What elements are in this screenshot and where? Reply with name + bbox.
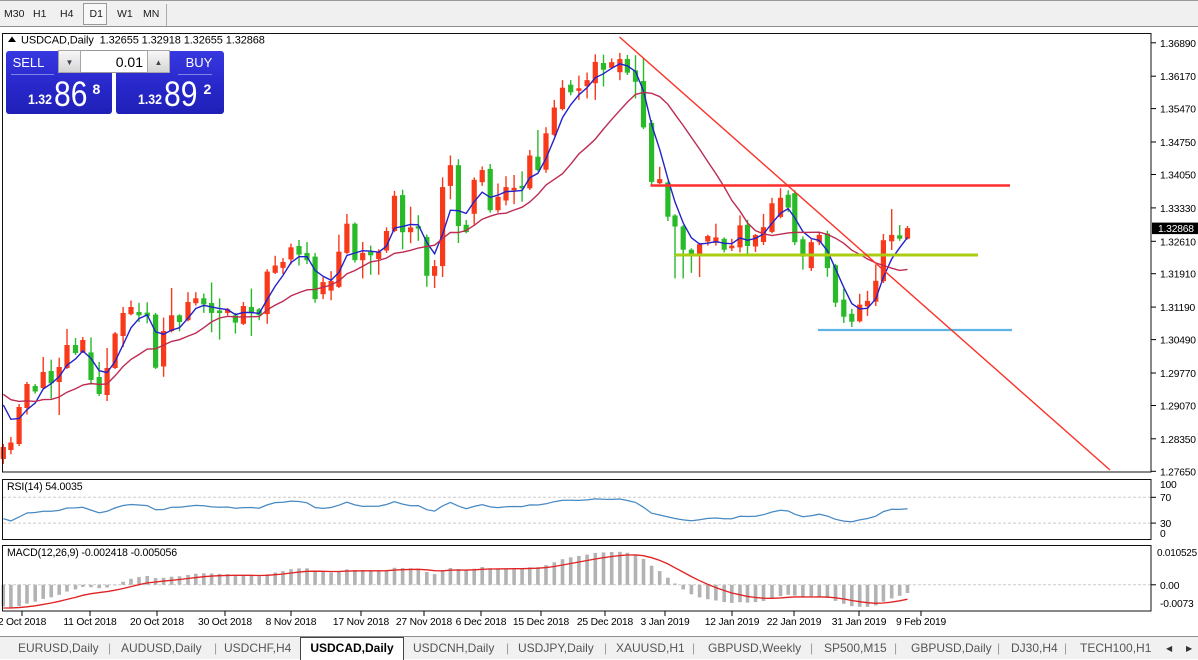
svg-text:9 Feb 2019: 9 Feb 2019: [896, 617, 947, 628]
svg-text:1.34050: 1.34050: [1160, 171, 1196, 182]
svg-text:20 Oct 2018: 20 Oct 2018: [130, 617, 184, 628]
svg-text:30: 30: [1160, 519, 1172, 530]
svg-text:1.29770: 1.29770: [1160, 369, 1196, 380]
svg-text:8 Nov 2018: 8 Nov 2018: [266, 617, 317, 628]
svg-text:0.010525: 0.010525: [1157, 548, 1197, 559]
svg-text:1.28350: 1.28350: [1160, 435, 1196, 446]
svg-text:1.31910: 1.31910: [1160, 270, 1196, 281]
svg-text:6 Dec 2018: 6 Dec 2018: [456, 617, 507, 628]
svg-text:USDCAD,Daily 1.32655 1.32918: USDCAD,Daily 1.32655 1.32918 1.32655 1.3…: [21, 35, 265, 47]
svg-text:1.29070: 1.29070: [1160, 402, 1196, 413]
svg-text:30 Oct 2018: 30 Oct 2018: [198, 617, 252, 628]
svg-text:25 Dec 2018: 25 Dec 2018: [577, 617, 634, 628]
svg-text:1.32868: 1.32868: [1158, 224, 1194, 235]
svg-text:MACD(12,26,9) -0.002418 -0.005: MACD(12,26,9) -0.002418 -0.005056: [7, 547, 177, 559]
svg-text:2 Oct 2018: 2 Oct 2018: [0, 617, 47, 628]
svg-text:1.36890: 1.36890: [1160, 39, 1196, 50]
svg-text:0.00: 0.00: [1160, 581, 1180, 592]
svg-text:15 Dec 2018: 15 Dec 2018: [513, 617, 570, 628]
svg-text:1.35470: 1.35470: [1160, 105, 1196, 116]
svg-text:-0.0073: -0.0073: [1160, 599, 1194, 610]
svg-text:1.27650: 1.27650: [1160, 467, 1196, 478]
svg-text:1.30490: 1.30490: [1160, 336, 1196, 347]
svg-text:RSI(14) 54.0035: RSI(14) 54.0035: [7, 481, 83, 493]
svg-text:11 Oct 2018: 11 Oct 2018: [63, 617, 117, 628]
svg-text:100: 100: [1160, 480, 1177, 491]
svg-text:22 Jan 2019: 22 Jan 2019: [767, 617, 822, 628]
svg-text:17 Nov 2018: 17 Nov 2018: [333, 617, 390, 628]
svg-text:1.31190: 1.31190: [1160, 303, 1196, 314]
svg-text:1.33330: 1.33330: [1160, 204, 1196, 215]
svg-text:70: 70: [1160, 493, 1172, 504]
svg-text:0: 0: [1160, 529, 1166, 540]
svg-text:1.36170: 1.36170: [1160, 72, 1196, 83]
svg-text:12 Jan 2019: 12 Jan 2019: [705, 617, 760, 628]
svg-text:27 Nov 2018: 27 Nov 2018: [396, 617, 453, 628]
svg-text:1.32610: 1.32610: [1160, 237, 1196, 248]
svg-text:1.34750: 1.34750: [1160, 138, 1196, 149]
svg-text:31 Jan 2019: 31 Jan 2019: [832, 617, 887, 628]
svg-text:3 Jan 2019: 3 Jan 2019: [641, 617, 690, 628]
